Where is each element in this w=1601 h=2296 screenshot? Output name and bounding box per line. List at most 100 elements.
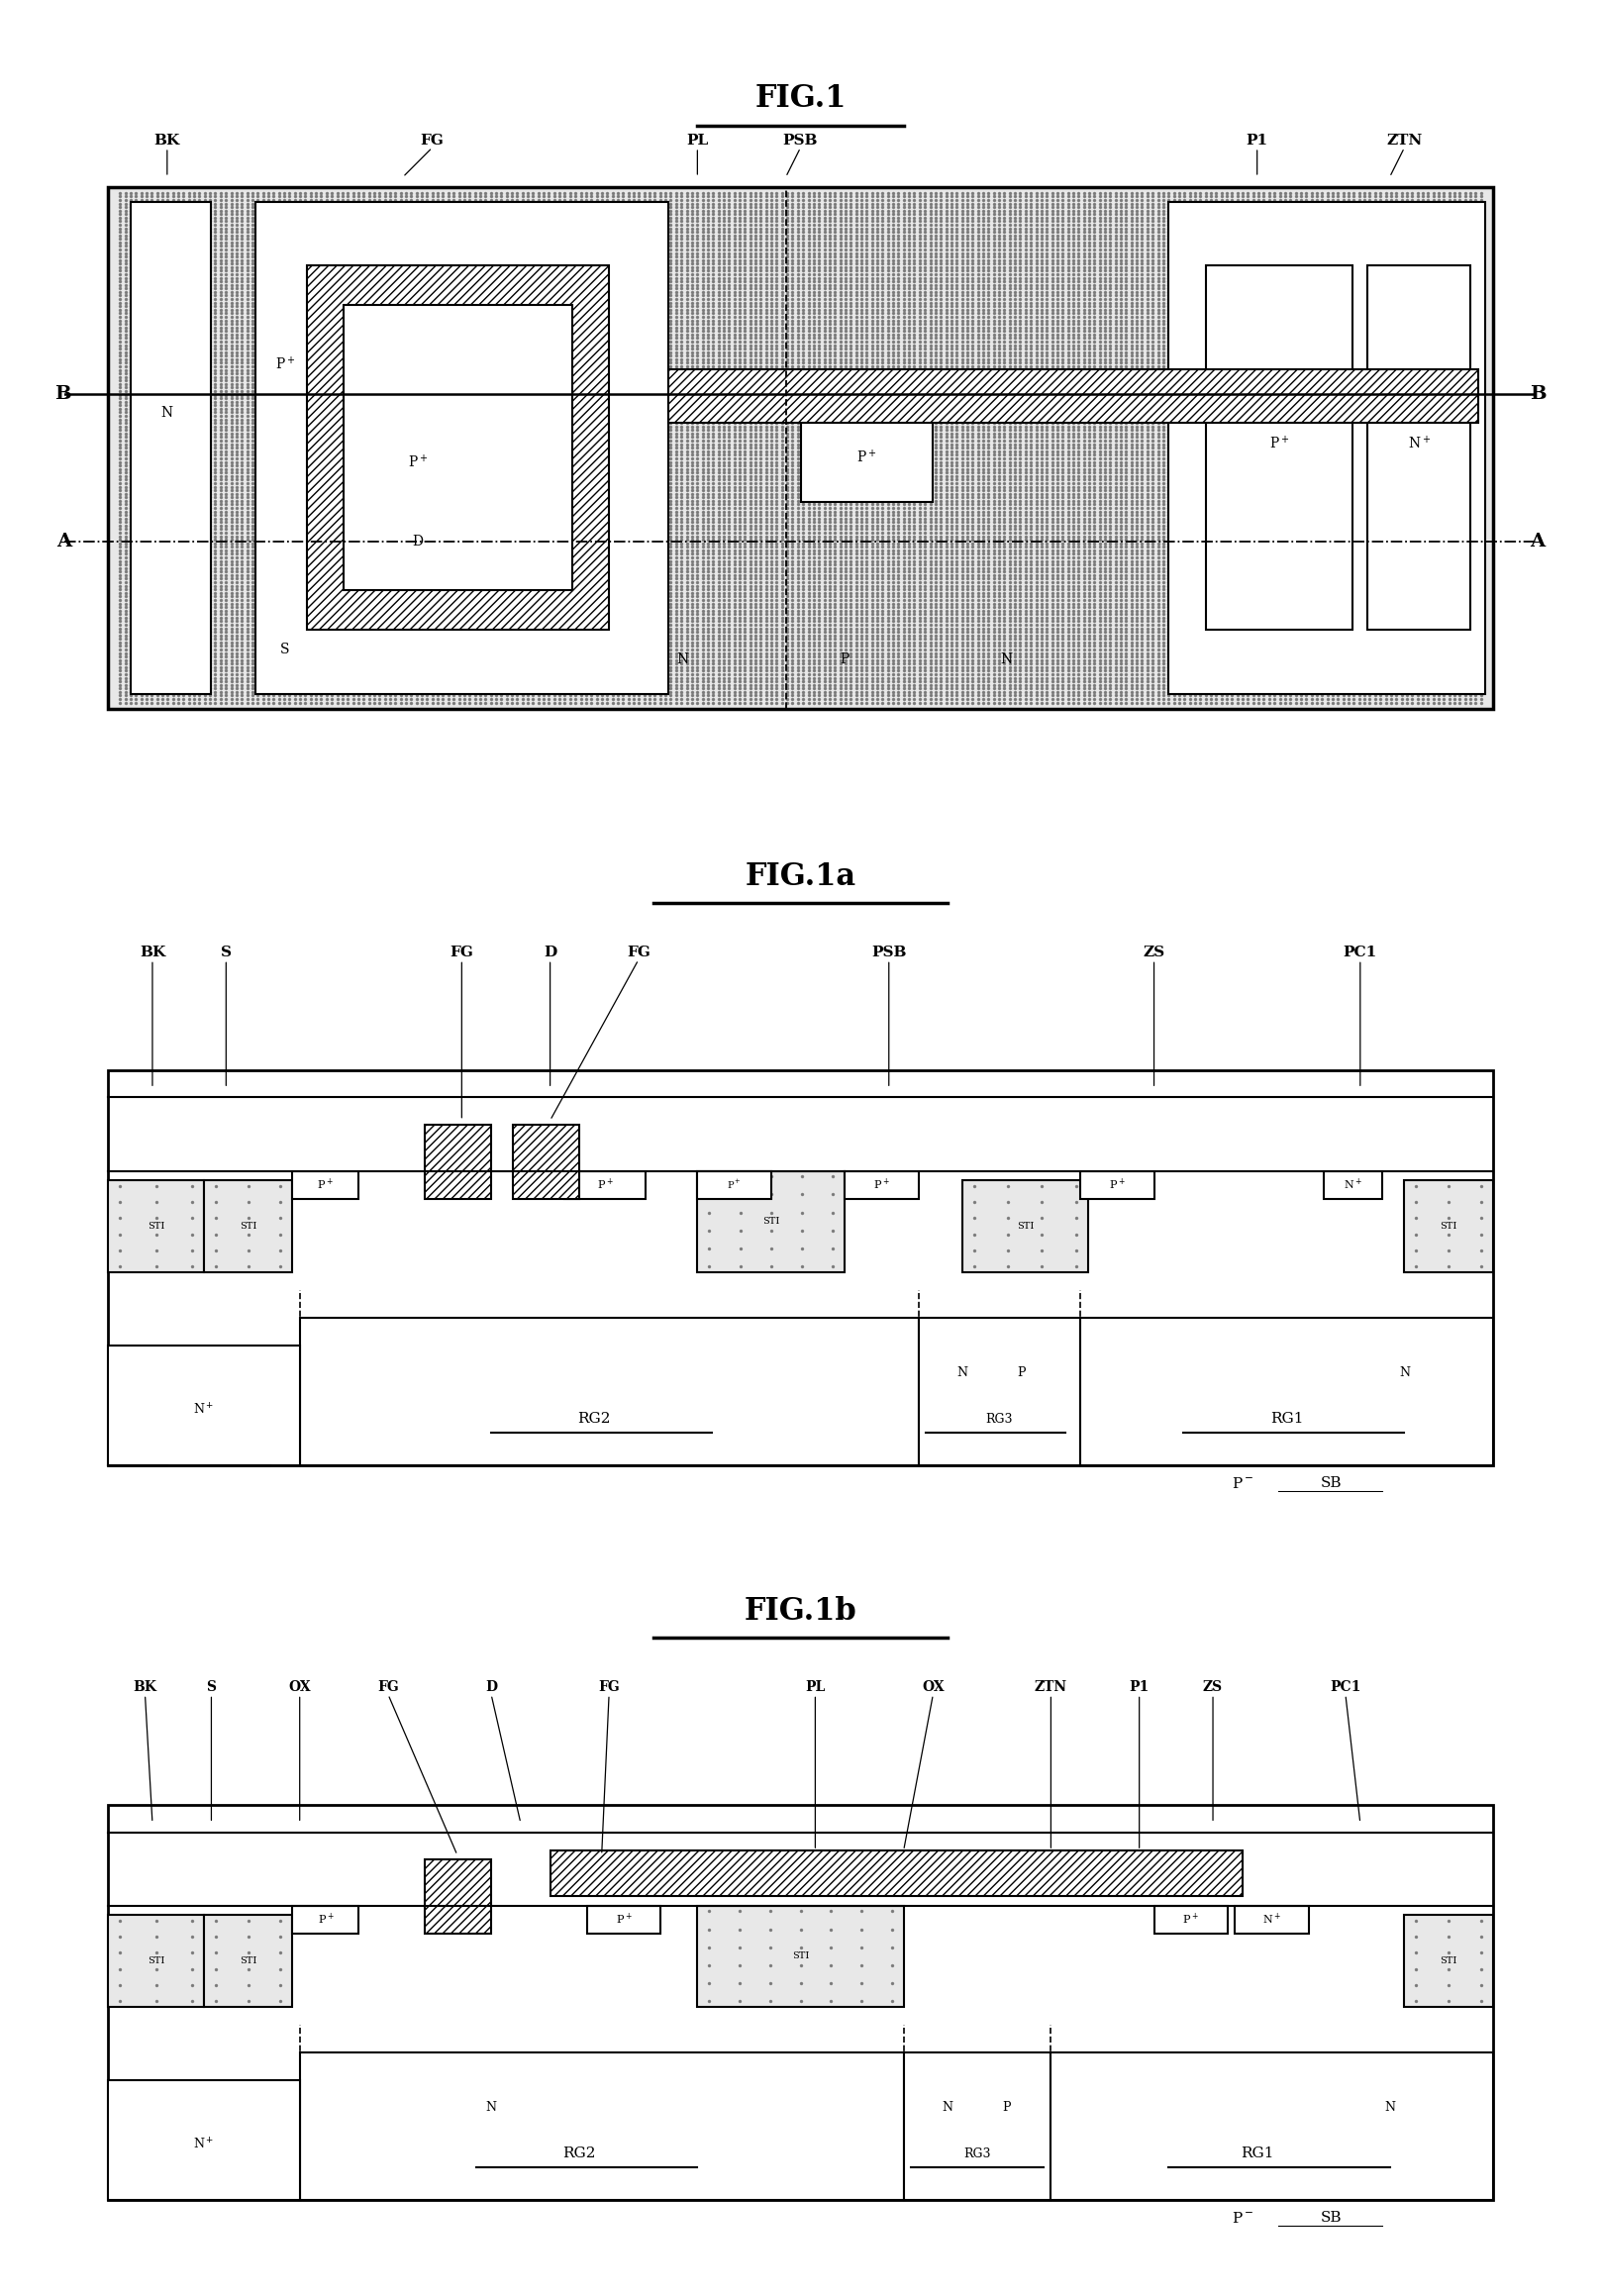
- Point: [500, 680, 525, 716]
- Point: [727, 379, 752, 416]
- Point: [1044, 292, 1069, 328]
- Point: [1124, 657, 1150, 693]
- Point: [1034, 473, 1060, 510]
- Point: [1220, 475, 1246, 512]
- Point: [424, 579, 450, 615]
- Point: [674, 234, 700, 271]
- Point: [1172, 455, 1198, 491]
- Point: [552, 510, 578, 546]
- Point: [860, 234, 885, 271]
- Point: [589, 310, 615, 347]
- Point: [658, 549, 684, 585]
- Point: [118, 473, 144, 510]
- Point: [615, 684, 640, 721]
- Point: [240, 549, 266, 585]
- Point: [287, 248, 312, 285]
- Point: [933, 657, 959, 693]
- Point: [901, 599, 927, 636]
- Point: [610, 402, 636, 439]
- Point: [642, 542, 668, 579]
- Point: [463, 652, 488, 689]
- Point: [1310, 436, 1335, 473]
- Point: [520, 271, 546, 308]
- Point: [711, 188, 736, 225]
- Point: [1039, 680, 1065, 716]
- Point: [371, 464, 397, 501]
- Point: [319, 331, 344, 367]
- Point: [484, 285, 509, 321]
- Point: [552, 264, 578, 301]
- Point: [631, 507, 656, 544]
- Point: [424, 418, 450, 455]
- Point: [800, 246, 826, 282]
- Point: [488, 409, 514, 445]
- Point: [1310, 503, 1335, 540]
- Point: [256, 599, 282, 636]
- Bar: [109, 1345, 299, 1465]
- Point: [901, 411, 927, 448]
- Point: [440, 294, 466, 331]
- Point: [325, 305, 351, 342]
- Point: [298, 232, 323, 269]
- Point: [853, 349, 879, 386]
- Point: [768, 395, 794, 432]
- Point: [250, 664, 275, 700]
- Point: [837, 404, 863, 441]
- Point: [653, 324, 679, 360]
- Point: [807, 546, 833, 583]
- Point: [1463, 503, 1489, 540]
- Point: [1246, 475, 1271, 512]
- Point: [906, 556, 932, 592]
- Point: [881, 645, 906, 682]
- Point: [1420, 638, 1446, 675]
- Point: [435, 645, 461, 682]
- Point: [346, 340, 371, 377]
- Point: [849, 181, 874, 218]
- Point: [509, 239, 535, 276]
- Point: [1298, 264, 1324, 301]
- Point: [738, 638, 764, 675]
- Point: [1457, 489, 1483, 526]
- Point: [1230, 207, 1255, 243]
- Point: [1342, 434, 1367, 471]
- Point: [849, 473, 874, 510]
- Point: [1330, 356, 1356, 393]
- Point: [520, 436, 546, 473]
- Point: [557, 349, 583, 386]
- Point: [240, 455, 266, 491]
- Point: [208, 574, 234, 611]
- Point: [424, 620, 450, 657]
- Point: [722, 340, 748, 377]
- Point: [213, 195, 239, 232]
- Point: [605, 595, 631, 631]
- Point: [663, 579, 688, 615]
- Point: [1129, 627, 1154, 664]
- Point: [780, 519, 805, 556]
- Point: [695, 271, 720, 308]
- Point: [493, 503, 519, 540]
- Point: [1071, 684, 1097, 721]
- Point: [933, 331, 959, 367]
- Point: [876, 510, 901, 546]
- Point: [181, 174, 207, 211]
- Point: [981, 457, 1007, 494]
- Point: [1289, 634, 1314, 670]
- Point: [817, 365, 842, 402]
- Point: [965, 310, 991, 347]
- Point: [394, 241, 419, 278]
- Point: [335, 390, 360, 427]
- Point: [961, 514, 986, 551]
- Point: [716, 253, 741, 289]
- Point: [139, 383, 165, 420]
- Point: [949, 599, 975, 636]
- Point: [906, 319, 932, 356]
- Point: [823, 434, 849, 471]
- Point: [181, 202, 207, 239]
- Point: [642, 618, 668, 654]
- Point: [403, 202, 429, 239]
- Point: [1319, 404, 1345, 441]
- Point: [112, 519, 138, 556]
- Point: [1182, 542, 1207, 579]
- Point: [700, 425, 725, 461]
- Point: [133, 220, 158, 257]
